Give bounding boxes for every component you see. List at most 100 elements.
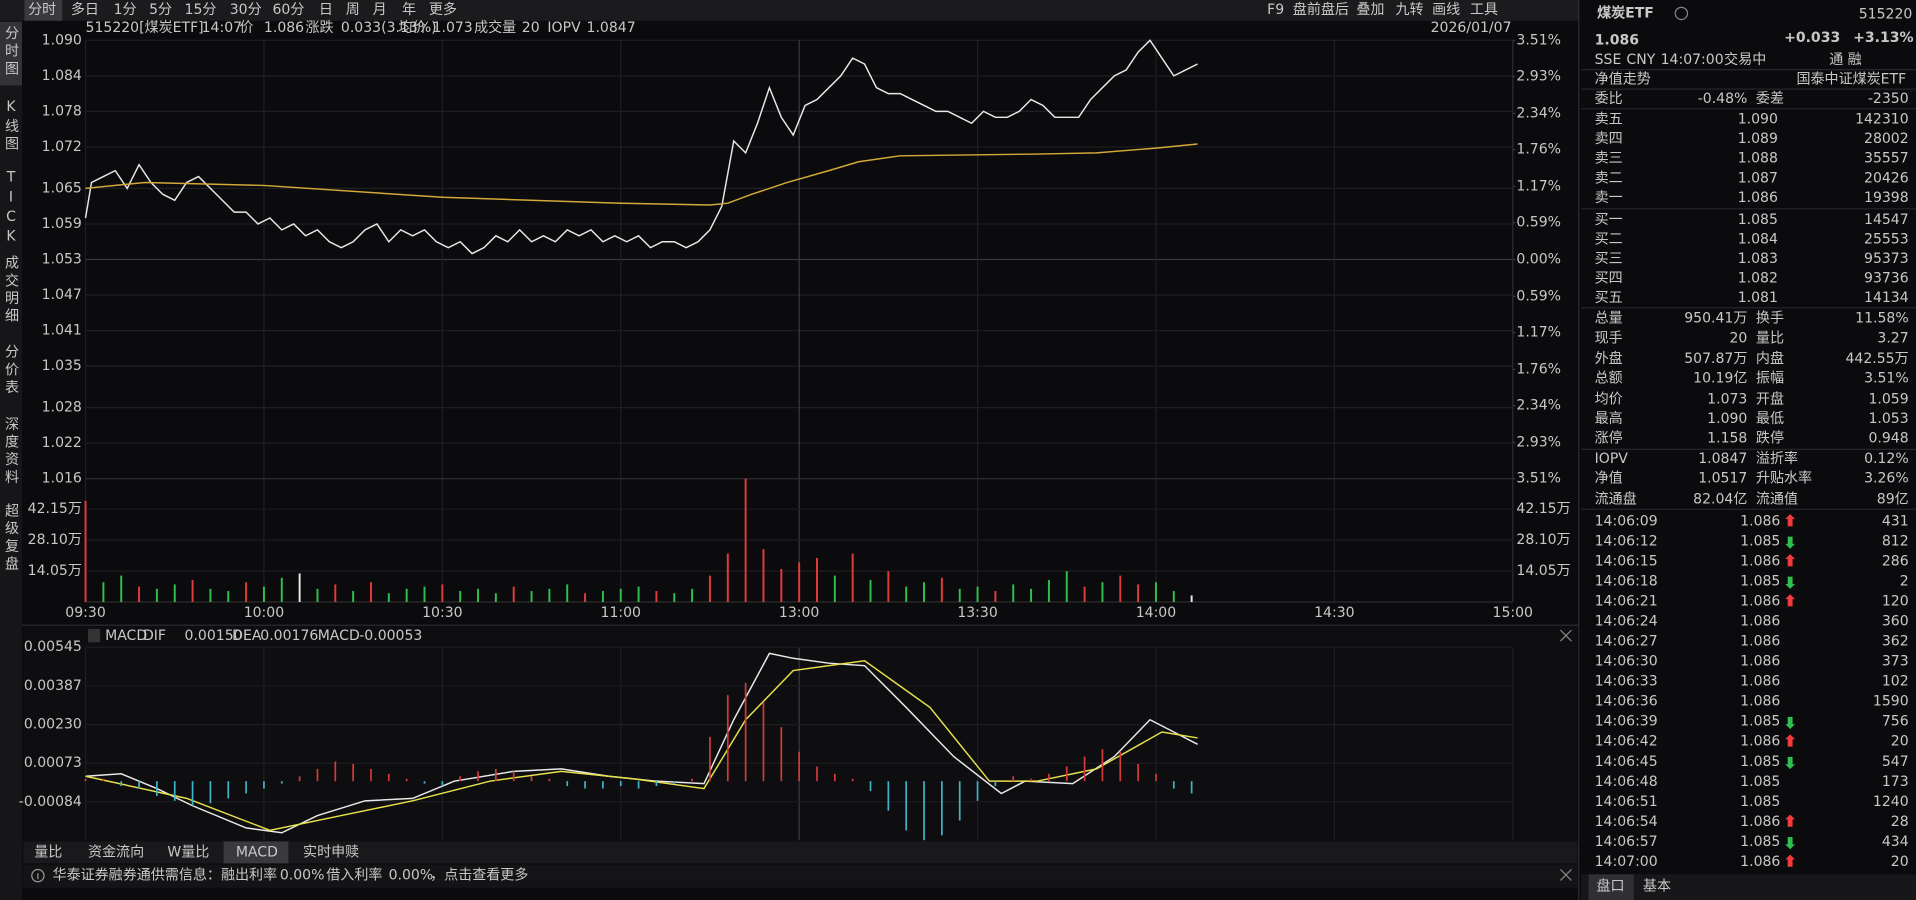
tick-volume: 20	[1891, 854, 1909, 870]
period-tab[interactable]: 更多	[429, 1, 457, 18]
tick-volume: 434	[1882, 834, 1909, 850]
info-iopv: 1.0847	[587, 20, 636, 36]
side-tab[interactable]: TICK	[3, 170, 19, 249]
book-price: 1.082	[1738, 270, 1778, 286]
side-tab[interactable]: 分价表	[3, 344, 19, 397]
volume-bar	[905, 586, 908, 603]
notice-text[interactable]: 华泰证券融券通供需信息：融出利率	[53, 867, 278, 884]
quote-badge: 融	[1848, 52, 1862, 68]
period-tab[interactable]: 周	[346, 2, 360, 18]
row-label: 跌停	[1756, 429, 1784, 446]
side-tab[interactable]: 成交明细	[3, 255, 19, 326]
book-volume: 20426	[1864, 170, 1909, 186]
period-tab[interactable]: 30分	[230, 2, 262, 18]
menu-item[interactable]: 盘前盘后	[1293, 1, 1349, 18]
volume-bar	[138, 586, 141, 603]
book-label: 卖二	[1595, 170, 1623, 186]
macd-bar	[566, 781, 569, 787]
menu-item[interactable]: F9	[1267, 2, 1284, 18]
macd-tick-label: -0.00084	[19, 794, 82, 810]
quote-meta: CNY	[1626, 52, 1655, 68]
tick-time: 14:06:27	[1595, 634, 1658, 650]
macd-bar	[370, 768, 372, 782]
macd-bar	[851, 778, 854, 782]
macd-tick-label: 0.00387	[24, 678, 82, 694]
macd-bar	[744, 682, 747, 782]
tick-volume: 1590	[1873, 694, 1909, 710]
side-tab[interactable]: 超级复盘	[3, 503, 19, 574]
tick-price: 1.085	[1740, 574, 1780, 590]
indicator-tab[interactable]: W量比	[167, 844, 209, 860]
panel-tab[interactable]: 盘口	[1596, 878, 1624, 895]
tick-volume: 360	[1882, 614, 1909, 630]
x-tick-label: 13:30	[957, 605, 997, 621]
period-tab[interactable]: 5分	[149, 2, 172, 18]
x-tick-label: 14:30	[1314, 605, 1354, 621]
macd-bar	[1030, 778, 1032, 782]
volume-bar	[334, 584, 337, 603]
macd-bar	[923, 781, 925, 841]
macd-bar	[602, 781, 604, 789]
quote-change-pct: +3.13%	[1853, 30, 1913, 46]
volume-tick-label: 14.05万	[28, 563, 82, 579]
y2-tick-label: 2.34%	[1516, 398, 1561, 414]
active-right-tab[interactable]	[1588, 874, 1634, 900]
info-code: 515220[煤炭ETF]	[86, 20, 204, 36]
period-tab[interactable]: 60分	[272, 2, 304, 18]
sidebar-bg	[0, 20, 22, 900]
book-price: 1.083	[1738, 251, 1778, 267]
notice-icon	[31, 868, 45, 883]
volume-bar	[173, 584, 176, 603]
macd-bar	[584, 781, 586, 789]
panel-tab[interactable]: 基本	[1643, 878, 1671, 895]
period-tab[interactable]: 日	[319, 2, 333, 18]
y2-tick-label: 1.17%	[1516, 325, 1561, 341]
y2-tick-label: 1.76%	[1516, 361, 1561, 377]
quote-code: 515220	[1859, 7, 1913, 23]
period-tab[interactable]: 月	[373, 2, 387, 18]
notice-text3[interactable]: ，点击查看更多	[430, 867, 528, 884]
side-tab[interactable]: 分时图	[3, 26, 19, 79]
y2-tick-label: 2.34%	[1516, 105, 1561, 121]
book-label: 卖四	[1595, 131, 1623, 147]
period-tab[interactable]: 年	[402, 2, 416, 18]
volume-bar	[494, 593, 497, 603]
indicator-tab[interactable]: 资金流向	[88, 844, 144, 860]
macd-bar	[655, 781, 658, 787]
help-icon[interactable]	[87, 628, 101, 643]
macd-close[interactable]	[1559, 629, 1572, 642]
side-tab[interactable]: 深度资料	[3, 416, 19, 487]
volume-bar	[994, 591, 997, 603]
menu-item[interactable]: 画线	[1432, 2, 1460, 18]
macd-bar	[334, 761, 337, 782]
active-indicator-tab[interactable]	[223, 841, 289, 864]
menu-item[interactable]: 工具	[1470, 2, 1498, 18]
info-change: 0.033(3.13%)	[341, 20, 437, 36]
menu-item[interactable]: 九转	[1395, 2, 1423, 18]
indicator-tab[interactable]: MACD	[236, 844, 278, 860]
macd-bar	[994, 781, 997, 787]
volume-bar	[851, 553, 854, 603]
indicator-tab[interactable]: 量比	[34, 844, 62, 860]
notice-close[interactable]	[1559, 869, 1572, 881]
period-tab[interactable]: 15分	[185, 2, 217, 18]
notice-rate1[interactable]: 0.00%	[280, 868, 325, 884]
indicator-tab[interactable]: 实时申赎	[303, 843, 359, 860]
period-tab[interactable]: 1分	[114, 2, 137, 18]
notice-rate2[interactable]: 0.00%	[389, 868, 434, 884]
row-value: -2350	[1868, 91, 1909, 107]
tick-arrow	[1785, 716, 1796, 730]
macd-bar	[887, 781, 890, 811]
macd-bar	[1101, 749, 1104, 782]
period-tab[interactable]: 多日	[71, 1, 99, 18]
volume-bar	[227, 591, 230, 603]
period-tab[interactable]: 分时	[28, 2, 56, 18]
menu-item[interactable]: 叠加	[1356, 2, 1384, 18]
tick-arrow	[1785, 836, 1796, 850]
toolbar-bg	[0, 0, 1579, 21]
macd-bar	[245, 781, 247, 794]
side-tab[interactable]: K线图	[3, 99, 19, 154]
notice-text2[interactable]: 借入利率	[326, 867, 382, 884]
macd-bar	[298, 776, 301, 782]
macd-bar	[833, 773, 836, 782]
